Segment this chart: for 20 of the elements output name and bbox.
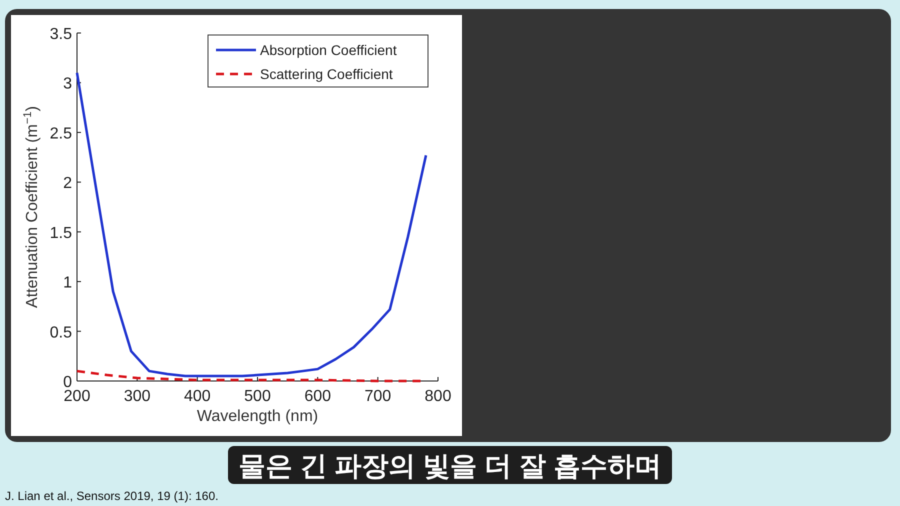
y-tick-label: 1	[63, 274, 72, 292]
x-tick-label: 400	[184, 388, 211, 405]
legend-label: Scattering Coefficient	[260, 66, 393, 82]
y-tick-label: 3	[63, 76, 72, 93]
x-tick-label: 200	[64, 388, 90, 405]
y-tick-label: 0	[63, 374, 72, 391]
y-tick-label: 3.5	[50, 26, 72, 43]
x-tick-label: 500	[244, 388, 271, 405]
x-tick-label: 600	[304, 388, 332, 405]
text: J. Lian et al., Sensors 2019, 19 (1): 160.	[5, 489, 218, 503]
x-tick-label: 300	[124, 388, 151, 405]
legend-label: Absorption Coefficient	[260, 42, 397, 58]
y-tick-label: 1.5	[50, 224, 72, 242]
y-tick-label: 2.5	[50, 125, 72, 142]
y-tick-label: 0.5	[50, 324, 72, 342]
x-tick-label: 700	[364, 388, 392, 405]
x-axis-title: Wavelength (nm)	[196, 408, 318, 425]
y-tick-label: 2	[63, 175, 72, 192]
text: 물은 긴 파장의 빛을 더 잘 흡수하며	[238, 451, 662, 481]
x-tick-label: 800	[424, 388, 452, 405]
